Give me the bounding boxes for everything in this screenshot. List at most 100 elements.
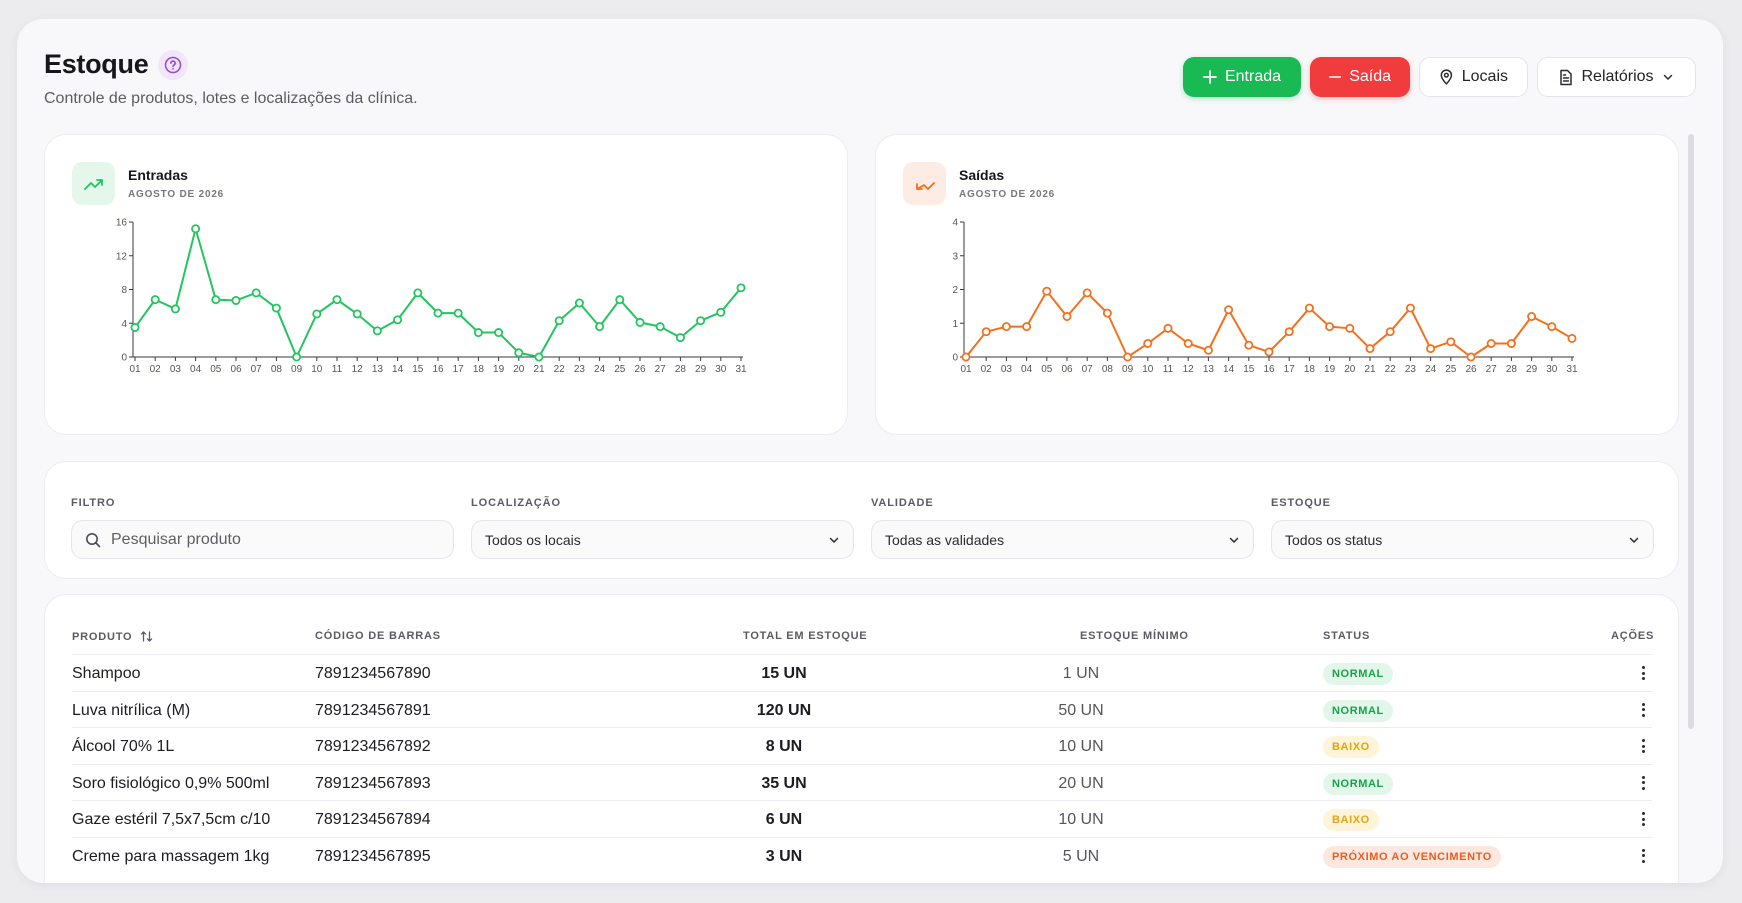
entrada-button[interactable]: Entrada [1183,57,1301,97]
more-actions-icon[interactable] [1635,847,1651,865]
data-point[interactable] [1022,322,1032,332]
data-point[interactable] [372,326,382,336]
data-point[interactable] [534,352,544,362]
data-point[interactable] [1163,323,1173,333]
search-icon [86,532,101,547]
data-point[interactable] [1143,338,1153,348]
more-actions-icon[interactable] [1635,737,1651,755]
data-point[interactable] [251,288,261,298]
data-point[interactable] [393,315,403,325]
data-point[interactable] [352,309,362,319]
data-point[interactable] [1527,311,1537,321]
table-row[interactable]: Creme para massagem 1kg 7891234567895 3 UN… [72,836,1652,873]
x-tick-label: 26 [634,364,646,375]
trending-down-icon [903,162,946,205]
data-point[interactable] [494,328,504,338]
scrollbar-thumb[interactable] [1688,134,1694,729]
more-actions-icon[interactable] [1635,701,1651,719]
table-row[interactable]: Álcool 70% 1L 7891234567892 8 UN 10 UN BAIXO [72,727,1652,763]
data-point[interactable] [655,322,665,332]
data-point[interactable] [1224,305,1234,315]
data-point[interactable] [1567,333,1577,343]
data-point[interactable] [271,303,281,313]
more-actions-icon[interactable] [1635,810,1651,828]
x-tick-label: 19 [493,364,505,375]
data-point[interactable] [150,295,160,305]
stock-status-select[interactable]: Todos os status [1271,520,1654,559]
data-point[interactable] [554,316,564,326]
data-point[interactable] [1506,338,1516,348]
locais-button[interactable]: Locais [1419,57,1528,97]
data-point[interactable] [1082,288,1092,298]
data-point[interactable] [413,288,423,298]
data-point[interactable] [1345,323,1355,333]
x-tick-label: 11 [1163,364,1174,375]
more-actions-icon[interactable] [1635,664,1651,682]
data-point[interactable] [292,352,302,362]
data-point[interactable] [1486,338,1496,348]
data-point[interactable] [736,283,746,293]
data-point[interactable] [1405,303,1415,313]
data-point[interactable] [453,308,463,318]
data-point[interactable] [1042,286,1052,296]
data-point[interactable] [1547,322,1557,332]
data-point[interactable] [716,307,726,317]
data-point[interactable] [473,328,483,338]
table-row[interactable]: Soro fisiológico 0,9% 500ml 7891234567893… [72,763,1652,800]
data-point[interactable] [1365,344,1375,354]
more-actions-icon[interactable] [1635,774,1651,792]
data-point[interactable] [675,333,685,343]
data-point[interactable] [211,295,221,305]
data-point[interactable] [514,348,524,358]
data-point[interactable] [1123,352,1133,362]
relatorios-button[interactable]: Relatórios [1537,57,1696,97]
data-point[interactable] [574,298,584,308]
data-point[interactable] [1062,311,1072,321]
data-point[interactable] [1304,303,1314,313]
search-input[interactable]: Pesquisar produto [71,520,454,559]
help-icon[interactable] [158,49,189,80]
x-tick-label: 29 [1526,364,1538,375]
data-point[interactable] [961,352,971,362]
x-tick-label: 14 [1223,364,1235,375]
data-point[interactable] [1385,327,1395,337]
data-point[interactable] [1446,337,1456,347]
x-tick-label: 30 [715,364,727,375]
data-point[interactable] [1102,308,1112,318]
table-row[interactable]: Shampoo 7891234567890 15 UN 1 UN NORMAL [72,654,1652,690]
x-tick-label: 01 [129,364,141,375]
table-row[interactable]: Gaze estéril 7,5x7,5cm c/10 7891234567894… [72,800,1652,836]
data-point[interactable] [191,224,201,234]
data-point[interactable] [1426,344,1436,354]
data-point[interactable] [332,295,342,305]
column-header-produto[interactable]: PRODUTO [72,630,153,643]
data-point[interactable] [981,327,991,337]
data-point[interactable] [231,295,241,305]
data-point[interactable] [1284,327,1294,337]
cell-codigo: 7891234567892 [315,738,431,755]
data-point[interactable] [595,322,605,332]
data-point[interactable] [312,309,322,319]
data-point[interactable] [1203,345,1213,355]
data-point[interactable] [1466,352,1476,362]
scrollbar[interactable] [1688,134,1695,746]
data-point[interactable] [433,308,443,318]
data-point[interactable] [1264,347,1274,357]
data-point[interactable] [1244,340,1254,350]
data-point[interactable] [615,295,625,305]
location-select[interactable]: Todos os locais [471,520,854,559]
validity-select[interactable]: Todas as validades [871,520,1254,559]
sort-icon[interactable] [140,630,153,643]
y-tick-label: 12 [116,251,128,262]
cell-codigo: 7891234567895 [315,847,431,865]
data-point[interactable] [635,317,645,327]
data-point[interactable] [696,316,706,326]
data-point[interactable] [1001,322,1011,332]
entrada-button-label: Entrada [1224,68,1282,85]
data-point[interactable] [1183,338,1193,348]
table-row[interactable]: Luva nitrílica (M) 7891234567891 120 UN 50 … [72,690,1652,727]
data-point[interactable] [170,304,180,314]
data-point[interactable] [130,322,140,332]
data-point[interactable] [1325,322,1335,332]
saida-button[interactable]: Saída [1310,57,1410,97]
